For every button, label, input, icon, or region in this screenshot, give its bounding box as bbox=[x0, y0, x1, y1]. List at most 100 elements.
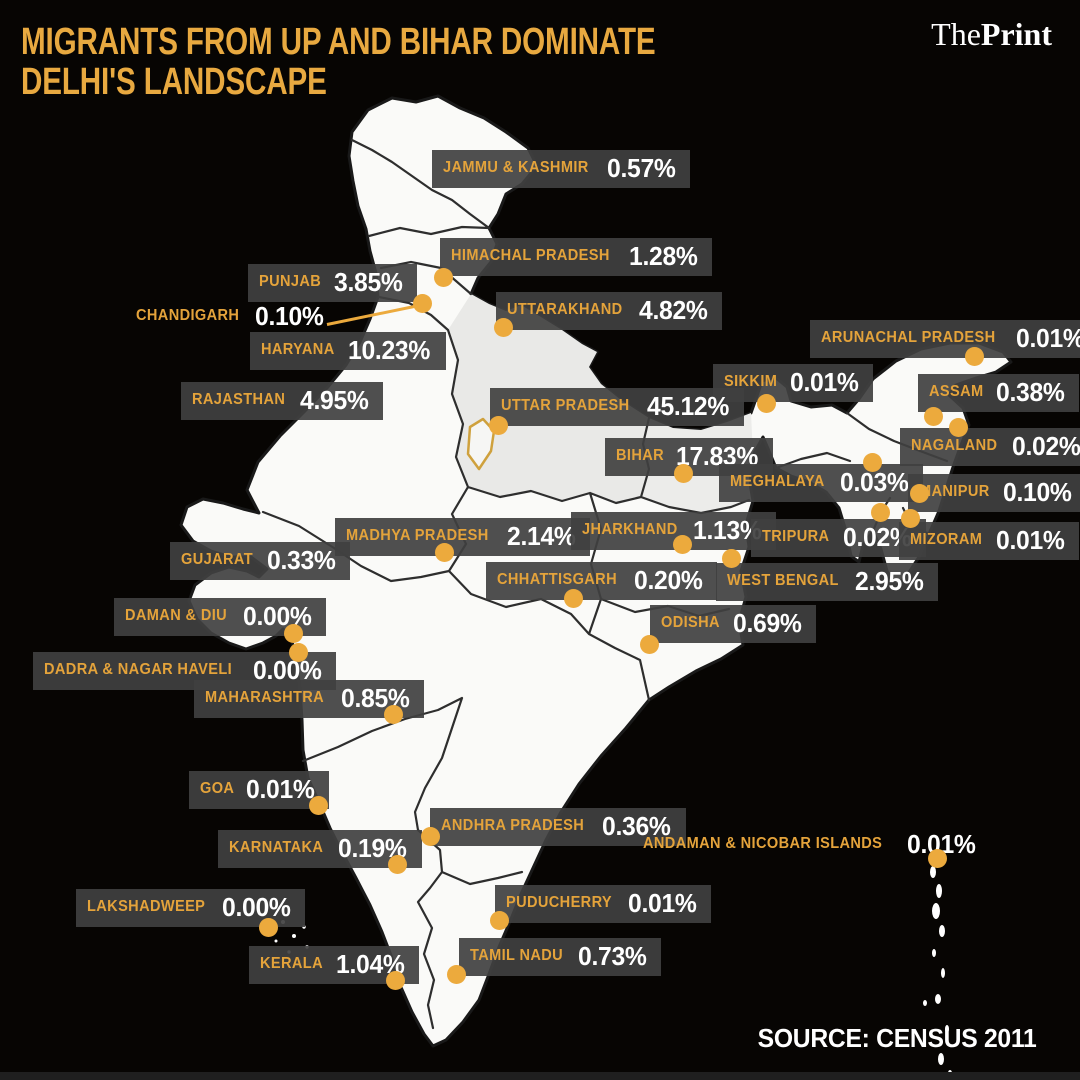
state-value: 4.82% bbox=[638, 295, 708, 325]
state-label-west-bengal: WEST BENGAL 2.95% bbox=[716, 563, 939, 601]
state-name: ANDHRA PRADESH bbox=[441, 817, 585, 834]
state-value: 0.03% bbox=[839, 467, 909, 497]
state-label-gujarat: GUJARAT 0.33% bbox=[170, 542, 350, 580]
state-dot-karnataka bbox=[387, 854, 407, 874]
state-name: UTTARAKHAND bbox=[507, 301, 623, 318]
state-name: TAMIL NADU bbox=[470, 947, 564, 964]
state-dot-uttarakhand bbox=[493, 317, 513, 337]
state-value: 3.85% bbox=[334, 267, 403, 297]
state-value: 0.20% bbox=[633, 565, 703, 595]
title-line-1: MIGRANTS FROM UP AND BIHAR DOMINATE bbox=[21, 21, 656, 63]
state-label-maharashtra: MAHARASHTRA 0.85% bbox=[194, 680, 424, 718]
state-value: 0.01% bbox=[1015, 323, 1080, 353]
state-dot-manipur bbox=[909, 483, 929, 503]
state-dot-west-bengal bbox=[721, 548, 741, 568]
state-dot-madhya-pradesh bbox=[434, 542, 454, 562]
state-name: LAKSHADWEEP bbox=[87, 898, 206, 915]
state-name: HIMACHAL PRADESH bbox=[451, 247, 610, 264]
state-label-himachal-pradesh: HIMACHAL PRADESH 1.28% bbox=[440, 238, 713, 276]
state-dot-daman-diu bbox=[283, 623, 303, 643]
state-label-chhattisgarh: CHHATTISGARH 0.20% bbox=[486, 562, 717, 600]
state-value: 0.01% bbox=[627, 888, 697, 918]
state-dot-puducherry bbox=[489, 910, 509, 930]
state-label-jammu-kashmir: JAMMU & KASHMIR 0.57% bbox=[432, 150, 691, 188]
state-name: BIHAR bbox=[616, 447, 665, 464]
state-dot-tripura bbox=[870, 502, 890, 522]
state-name: ANDAMAN & NICOBAR ISLANDS bbox=[643, 835, 883, 852]
state-label-mizoram: MIZORAM 0.01% bbox=[899, 522, 1080, 560]
andaman-islands bbox=[923, 866, 952, 1076]
state-name: ASSAM bbox=[929, 383, 984, 400]
state-value: 0.36% bbox=[602, 811, 671, 841]
state-value: 0.10% bbox=[1003, 477, 1072, 507]
state-name: KERALA bbox=[260, 955, 323, 972]
state-value: 0.01% bbox=[995, 525, 1065, 555]
state-name: HARYANA bbox=[261, 341, 335, 358]
state-name: TRIPURA bbox=[762, 528, 830, 545]
state-value: 0.69% bbox=[732, 608, 802, 638]
state-value: 2.14% bbox=[506, 521, 576, 551]
state-name: ODISHA bbox=[661, 614, 720, 631]
state-label-manipur: MANIPUR 0.10% bbox=[908, 474, 1080, 512]
state-label-odisha: ODISHA 0.69% bbox=[650, 605, 816, 643]
state-value: 0.33% bbox=[266, 545, 336, 575]
state-dot-maharashtra bbox=[383, 704, 403, 724]
state-dot-dadra-nagar-haveli bbox=[288, 642, 308, 662]
state-dot-tamil-nadu bbox=[446, 964, 466, 984]
state-name: KARNATAKA bbox=[229, 839, 324, 856]
chandigarh-connector-line bbox=[326, 303, 420, 326]
state-label-meghalaya: MEGHALAYA 0.03% bbox=[719, 464, 923, 502]
state-label-tamil-nadu: TAMIL NADU 0.73% bbox=[459, 938, 662, 976]
state-name: PUDUCHERRY bbox=[506, 894, 613, 911]
state-value: 0.73% bbox=[578, 941, 647, 971]
state-name: DADRA & NAGAR HAVELI bbox=[44, 661, 233, 678]
state-value: 0.02% bbox=[1011, 431, 1080, 461]
state-name: PUNJAB bbox=[259, 273, 322, 290]
logo-the: The bbox=[931, 16, 981, 52]
state-label-dadra-nagar-haveli: DADRA & NAGAR HAVELI 0.00% bbox=[33, 652, 337, 690]
state-value: 0.01% bbox=[789, 367, 859, 397]
state-value: 0.00% bbox=[242, 601, 312, 631]
state-value: 1.13% bbox=[692, 515, 762, 545]
state-label-haryana: HARYANA 10.23% bbox=[250, 332, 446, 370]
state-dot-andhra-pradesh bbox=[420, 826, 440, 846]
state-label-uttar-pradesh: UTTAR PRADESH 45.12% bbox=[490, 388, 745, 426]
state-label-chandigarh: CHANDIGARH 0.10% bbox=[136, 298, 327, 336]
state-label-assam: ASSAM 0.38% bbox=[918, 374, 1080, 412]
state-dot-mizoram bbox=[900, 508, 920, 528]
state-name: DAMAN & DIU bbox=[125, 607, 228, 624]
state-value: 4.95% bbox=[300, 385, 369, 415]
state-name: SIKKIM bbox=[724, 373, 778, 390]
state-label-punjab: PUNJAB 3.85% bbox=[248, 264, 418, 302]
state-value: 0.00% bbox=[253, 655, 322, 685]
state-name: NAGALAND bbox=[911, 437, 998, 454]
state-name: GOA bbox=[200, 780, 235, 797]
state-name: MANIPUR bbox=[919, 483, 990, 500]
state-label-rajasthan: RAJASTHAN 4.95% bbox=[181, 382, 384, 420]
state-dot-sikkim bbox=[756, 393, 776, 413]
state-name: CHANDIGARH bbox=[136, 307, 240, 324]
state-label-madhya-pradesh: MADHYA PRADESH 2.14% bbox=[335, 518, 590, 556]
state-dot-meghalaya bbox=[862, 452, 882, 472]
state-label-karnataka: KARNATAKA 0.19% bbox=[218, 830, 422, 868]
state-dot-arunachal-pradesh bbox=[964, 346, 984, 366]
page-title: MIGRANTS FROM UP AND BIHAR DOMINATE DELH… bbox=[21, 22, 656, 102]
state-name: CHHATTISGARH bbox=[497, 571, 617, 588]
state-name: ARUNACHAL PRADESH bbox=[821, 329, 996, 346]
state-value: 0.38% bbox=[995, 377, 1065, 407]
state-name: UTTAR PRADESH bbox=[501, 397, 630, 414]
state-value: 0.57% bbox=[606, 153, 676, 183]
state-label-goa: GOA 0.01% bbox=[189, 771, 329, 809]
bottom-strip bbox=[0, 1072, 1080, 1080]
state-name: MIZORAM bbox=[910, 531, 983, 548]
state-label-andaman-nicobar-islands: ANDAMAN & NICOBAR ISLANDS 0.01% bbox=[643, 826, 979, 864]
state-name: RAJASTHAN bbox=[192, 391, 286, 408]
state-name: JAMMU & KASHMIR bbox=[443, 159, 589, 176]
state-dot-chandigarh bbox=[412, 293, 432, 313]
state-label-andhra-pradesh: ANDHRA PRADESH 0.36% bbox=[430, 808, 686, 846]
state-value: 10.23% bbox=[348, 335, 431, 365]
state-name: MADHYA PRADESH bbox=[346, 527, 489, 544]
state-value: 45.12% bbox=[646, 391, 729, 421]
